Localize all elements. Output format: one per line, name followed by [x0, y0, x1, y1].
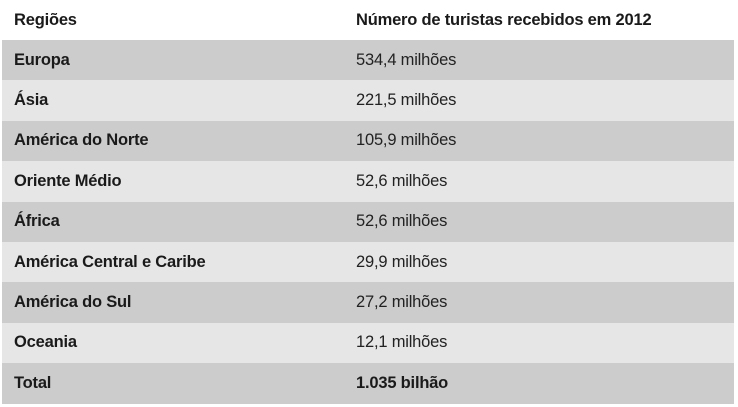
- region-cell: África: [14, 212, 60, 231]
- value-cell: 52,6 milhões: [356, 212, 448, 231]
- table-row: Oriente Médio 52,6 milhões: [2, 161, 734, 202]
- value-cell: 12,1 milhões: [356, 333, 448, 352]
- value-cell: 105,9 milhões: [356, 131, 457, 150]
- header-regions: Regiões: [14, 10, 77, 29]
- value-cell: 27,2 milhões: [356, 293, 448, 312]
- table-row: África 52,6 milhões: [2, 201, 734, 242]
- region-cell: Oriente Médio: [14, 171, 122, 190]
- table-row: Ásia 221,5 milhões: [2, 80, 734, 121]
- table-row: América Central e Caribe 29,9 milhões: [2, 241, 734, 283]
- table-row: América do Norte 105,9 milhões: [2, 120, 734, 162]
- table-header: Regiões Número de turistas recebidos em …: [2, 0, 734, 40]
- region-cell: Europa: [14, 50, 70, 69]
- total-row: Total 1.035 bilhão: [2, 363, 734, 404]
- value-cell: 221,5 milhões: [356, 91, 457, 110]
- region-cell: América Central e Caribe: [14, 252, 206, 271]
- region-cell: América do Sul: [14, 293, 132, 312]
- table-row: Oceania 12,1 milhões: [2, 322, 734, 364]
- region-cell: Oceania: [14, 333, 77, 352]
- header-tourists: Número de turistas recebidos em 2012: [356, 10, 652, 29]
- table-row: América do Sul 27,2 milhões: [2, 282, 734, 323]
- value-cell: 29,9 milhões: [356, 252, 448, 271]
- total-label: Total: [14, 373, 52, 392]
- total-value: 1.035 bilhão: [356, 373, 449, 392]
- table-row: Europa 534,4 milhões: [2, 40, 734, 81]
- value-cell: 52,6 milhões: [356, 171, 448, 190]
- region-cell: Ásia: [14, 91, 49, 110]
- value-cell: 534,4 milhões: [356, 50, 457, 69]
- region-cell: América do Norte: [14, 131, 149, 150]
